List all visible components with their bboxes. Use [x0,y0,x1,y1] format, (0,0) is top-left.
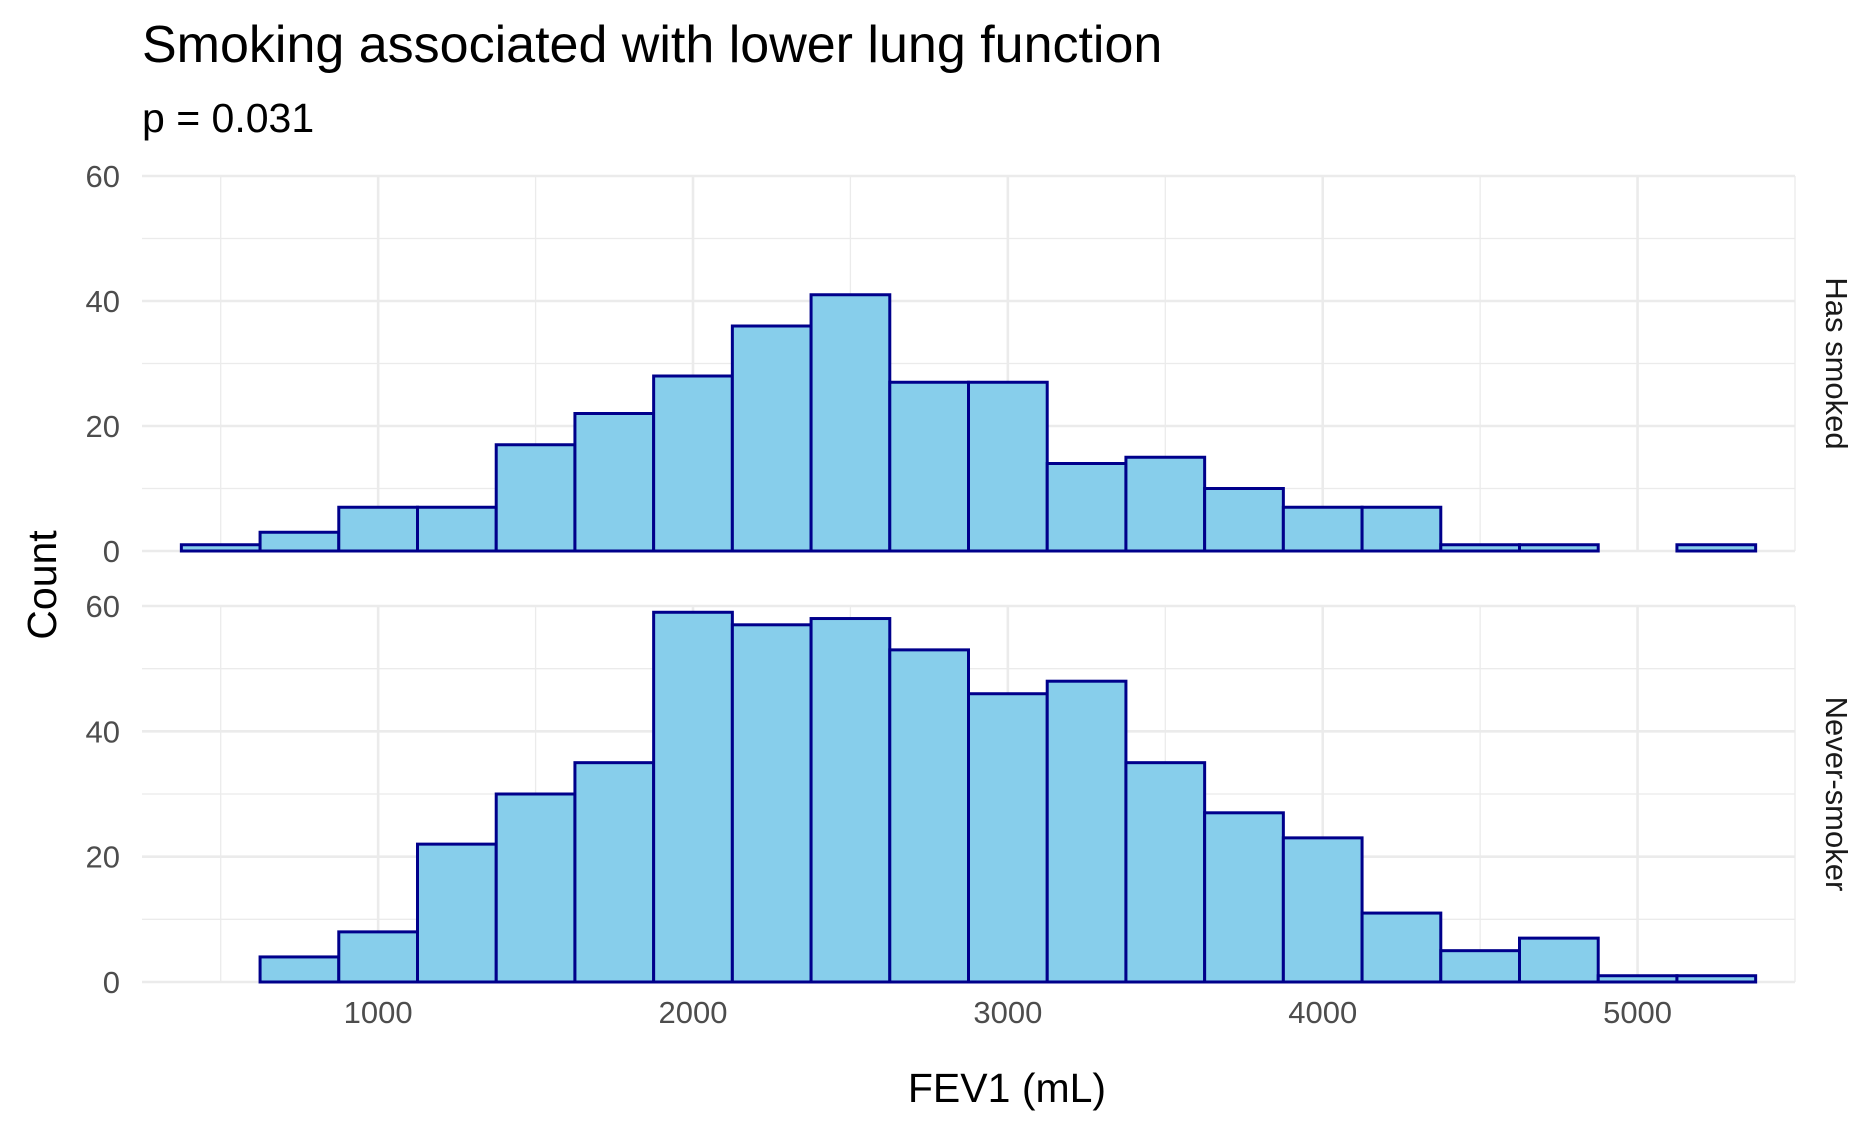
histogram-bar [573,412,656,553]
histogram-bar [573,761,656,984]
histogram-bar [1045,462,1128,553]
x-tick-label: 4000 [1288,995,1357,1030]
panel-y-ticks: 0 20 40 60 [86,159,120,569]
histogram-bar [1675,543,1758,553]
y-tick-label: 0 [103,965,120,1000]
panel-bars [179,293,1758,553]
panel-has-smoked: 0 20 40 60 Has smoked [86,159,1854,569]
x-tick-label: 5000 [1603,995,1672,1030]
histogram-bar [1124,761,1207,984]
histogram-bar [652,610,734,984]
facet-strip-label: Never-smoker [1819,697,1854,892]
y-tick-label: 20 [86,409,120,444]
histogram-bar [258,530,341,553]
histogram-bar [1281,505,1364,553]
histogram-bar [730,324,813,553]
panel-bars [258,610,1758,984]
histogram-bar [1675,974,1758,984]
histogram-bar [809,293,892,553]
histogram-bar [888,380,970,553]
histogram-bar [494,443,577,553]
chart-subtitle: p = 0.031 [142,95,314,141]
histogram-bar [1124,455,1207,553]
histogram-bar [258,955,341,984]
y-tick-label: 60 [86,589,120,624]
facet-strip-label: Has smoked [1819,277,1854,449]
histogram-bar [1596,974,1679,984]
histogram-bar [337,505,419,553]
chart-title: Smoking associated with lower lung funct… [142,16,1162,74]
histogram-bar [416,505,498,553]
histogram-bar [1439,543,1522,553]
histogram-bar [337,930,419,984]
y-tick-label: 40 [86,714,120,749]
y-tick-label: 40 [86,284,120,319]
histogram-bar [494,792,577,984]
y-tick-label: 60 [86,159,120,194]
panel-y-ticks: 0 20 40 60 [86,589,120,1000]
histogram-bar [809,617,892,984]
histogram-bar [1360,911,1443,984]
y-tick-label: 20 [86,840,120,875]
x-tick-label: 2000 [659,995,728,1030]
histogram-bar [652,374,734,553]
x-tick-label: 3000 [973,995,1042,1030]
histogram-bar [888,648,970,984]
histogram-bar [1518,936,1600,984]
histogram-bar [1360,505,1443,553]
x-axis-ticks: 1000 2000 3000 4000 5000 [344,995,1672,1030]
histogram-bar [1045,679,1128,984]
histogram-bar [1518,543,1600,553]
histogram-bar [967,380,1049,553]
y-axis-title: Count [19,530,65,640]
histogram-bar [1203,811,1285,984]
panel-never-smoker: 0 20 40 60 Never-smoker [86,589,1854,1000]
histogram-bar [1281,836,1364,984]
histogram-bar [1439,949,1522,984]
histogram-bar [967,692,1049,984]
histogram-bar [179,543,262,553]
histogram-bar [730,623,813,984]
y-tick-label: 0 [103,534,120,569]
histogram-bar [416,842,498,984]
x-axis-title: FEV1 (mL) [908,1065,1106,1111]
histogram-bar [1203,487,1285,553]
x-tick-label: 1000 [344,995,413,1030]
